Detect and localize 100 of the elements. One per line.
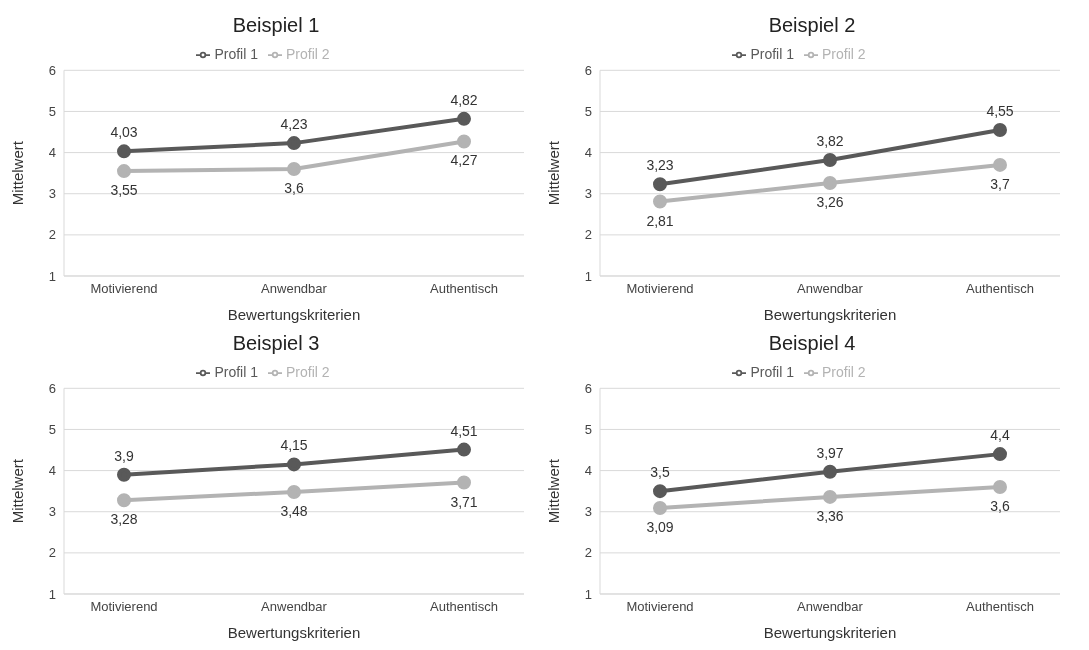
x-tick-label: Motivierend <box>90 281 158 297</box>
y-tick-label: 2 <box>48 227 56 243</box>
point <box>823 489 837 504</box>
point <box>117 493 131 508</box>
y-tick-label: 5 <box>584 422 592 438</box>
y-tick-label: 3 <box>48 186 56 202</box>
y-tick-label: 5 <box>48 104 56 120</box>
legend-label: Profil 1 <box>750 46 794 62</box>
legend-label: Profil 2 <box>822 46 866 62</box>
data-label: 4,4 <box>990 427 1010 444</box>
y-tick-label: 1 <box>48 586 56 602</box>
x-axis-title: Bewertungskriterien <box>227 306 361 323</box>
y-tick-label: 6 <box>48 62 56 78</box>
y-axis-title: Mittelwert <box>9 140 27 206</box>
point <box>457 134 471 149</box>
data-label: 3,36 <box>816 507 844 524</box>
point <box>823 176 837 191</box>
data-label: 3,71 <box>450 493 478 510</box>
point <box>823 464 837 479</box>
y-axis-title: Mittelwert <box>9 458 27 524</box>
x-axis-title: Bewertungskriterien <box>763 624 897 641</box>
y-tick-label: 6 <box>48 380 56 396</box>
point <box>653 194 667 209</box>
point <box>653 484 667 499</box>
y-tick-label: 3 <box>584 186 592 202</box>
chart-title: Beispiel 1 <box>231 13 321 38</box>
y-tick-label: 4 <box>48 145 56 161</box>
legend-label: Profil 1 <box>214 46 258 62</box>
point <box>117 164 131 179</box>
data-label: 4,51 <box>450 422 478 439</box>
data-label: 4,27 <box>450 152 478 169</box>
point <box>993 480 1007 495</box>
y-tick-label: 6 <box>584 380 592 396</box>
point <box>457 111 471 126</box>
point <box>823 152 837 167</box>
data-label: 3,7 <box>990 175 1010 192</box>
point <box>457 442 471 457</box>
data-label: 3,26 <box>816 194 844 211</box>
x-tick-label: Anwendbar <box>797 599 864 615</box>
y-tick-label: 5 <box>584 104 592 120</box>
data-label: 4,03 <box>110 124 138 141</box>
y-tick-label: 1 <box>584 268 592 284</box>
y-tick-label: 2 <box>48 545 56 561</box>
y-axis-title: Mittelwert <box>545 458 563 524</box>
legend-label: Profil 2 <box>286 46 330 62</box>
y-tick-label: 4 <box>584 145 592 161</box>
chart-title: Beispiel 3 <box>231 331 321 356</box>
y-tick-label: 5 <box>48 422 56 438</box>
point <box>993 122 1007 137</box>
x-tick-label: Motivierend <box>90 599 158 615</box>
point <box>993 157 1007 172</box>
y-tick-label: 6 <box>584 62 592 78</box>
data-label: 4,15 <box>280 437 308 454</box>
data-label: 2,81 <box>646 212 674 229</box>
point <box>287 136 301 151</box>
y-tick-label: 2 <box>584 227 592 243</box>
point <box>287 162 301 177</box>
data-label: 3,48 <box>280 502 308 519</box>
x-tick-label: Motivierend <box>626 599 694 615</box>
x-axis-title: Bewertungskriterien <box>227 624 361 641</box>
x-tick-label: Authentisch <box>966 599 1034 615</box>
x-tick-label: Anwendbar <box>261 599 328 615</box>
data-label: 3,82 <box>816 132 844 149</box>
data-label: 3,97 <box>816 444 844 461</box>
chart-title: Beispiel 4 <box>767 331 857 356</box>
point <box>287 484 301 499</box>
legend-label: Profil 2 <box>286 364 330 380</box>
data-label: 4,82 <box>450 91 478 108</box>
y-tick-label: 3 <box>584 504 592 520</box>
legend-label: Profil 1 <box>750 364 794 380</box>
data-label: 3,6 <box>990 498 1010 515</box>
y-tick-label: 2 <box>584 545 592 561</box>
point <box>653 501 667 516</box>
y-axis-title: Mittelwert <box>545 140 563 206</box>
legend-label: Profil 2 <box>822 364 866 380</box>
legend-label: Profil 1 <box>214 364 258 380</box>
point <box>457 475 471 490</box>
data-label: 4,23 <box>280 116 308 133</box>
y-tick-label: 1 <box>48 268 56 284</box>
x-tick-label: Authentisch <box>430 599 498 615</box>
y-tick-label: 4 <box>584 463 592 479</box>
y-tick-label: 1 <box>584 586 592 602</box>
data-label: 3,09 <box>646 519 674 536</box>
point <box>993 447 1007 462</box>
data-label: 4,55 <box>986 102 1014 119</box>
x-axis-title: Bewertungskriterien <box>763 306 897 323</box>
data-label: 3,23 <box>646 157 674 174</box>
data-label: 3,6 <box>284 180 304 197</box>
point <box>287 457 301 472</box>
x-tick-label: Anwendbar <box>261 281 328 297</box>
y-tick-label: 4 <box>48 463 56 479</box>
data-label: 3,5 <box>650 464 670 481</box>
x-tick-label: Anwendbar <box>797 281 864 297</box>
x-tick-label: Authentisch <box>430 281 498 297</box>
data-label: 3,28 <box>110 511 138 528</box>
data-label: 3,55 <box>110 182 138 199</box>
x-tick-label: Authentisch <box>966 281 1034 297</box>
y-tick-label: 3 <box>48 504 56 520</box>
point <box>653 177 667 192</box>
chart-title: Beispiel 2 <box>767 13 857 38</box>
